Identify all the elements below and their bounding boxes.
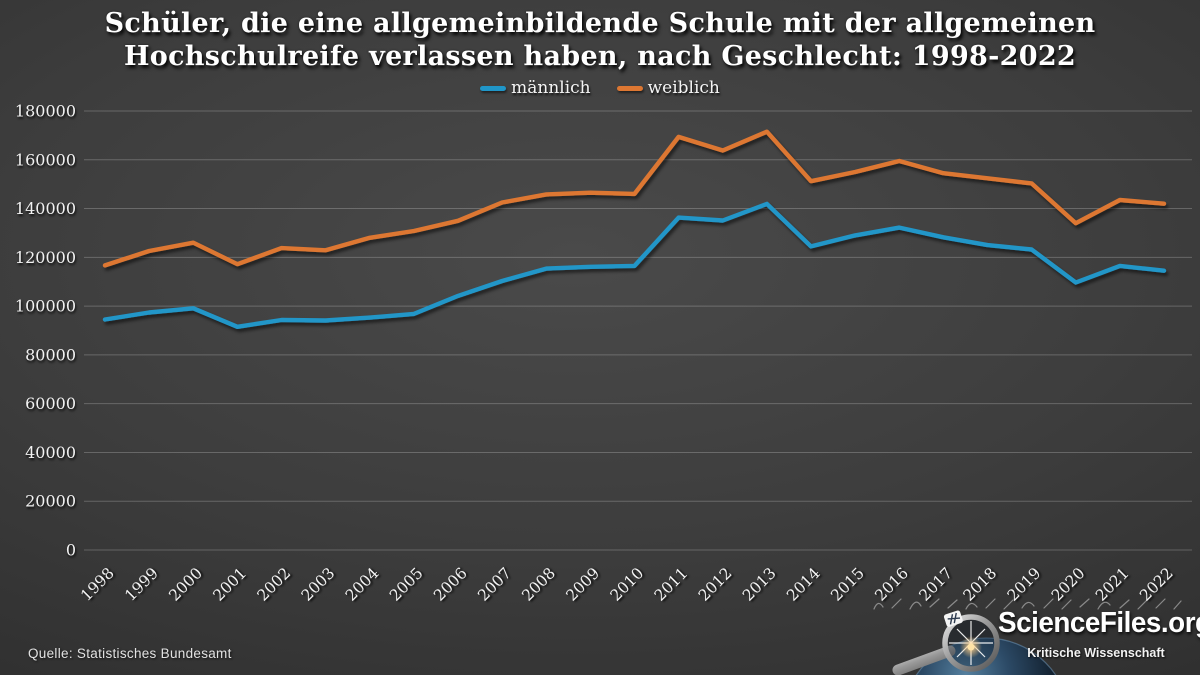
x-tick-label-2011: 2011 — [651, 564, 692, 605]
legend-swatch-maennlich — [480, 85, 507, 91]
sciencefiles-logo: ScienceFiles.org Kritische Wissenschaft — [868, 595, 1200, 675]
y-tick-label-100000: 100000 — [15, 297, 76, 316]
x-tick-label-1998: 1998 — [77, 564, 118, 605]
logo-scribble-decoration — [873, 598, 1182, 610]
gridlines-group — [84, 110, 1192, 551]
x-tick-label-2015: 2015 — [827, 564, 868, 605]
x-tick-label-2004: 2004 — [342, 564, 383, 605]
x-tick-label-2013: 2013 — [739, 564, 780, 605]
y-tick-label-60000: 60000 — [25, 394, 76, 413]
chart-legend: männlich weiblich — [0, 78, 1200, 98]
y-axis-labels-group: 0 20000 40000 60000 80000 100000 120000 140000 1… — [15, 102, 76, 560]
series-line-weiblich — [102, 129, 1167, 268]
x-tick-label-2005: 2005 — [386, 564, 427, 605]
x-tick-label-2002: 2002 — [254, 564, 295, 605]
x-tick-label-2000: 2000 — [165, 564, 206, 605]
logo-subtitle: Kritische Wissenschaft — [1027, 646, 1165, 660]
y-tick-label-40000: 40000 — [25, 443, 76, 462]
chart-title: Schüler, die eine allgemeinbildende Schu… — [0, 7, 1200, 73]
x-tick-label-2010: 2010 — [607, 564, 648, 605]
x-tick-label-2014: 2014 — [783, 564, 824, 605]
series-line-männlich — [102, 201, 1167, 329]
y-tick-label-20000: 20000 — [25, 492, 76, 511]
y-tick-label-80000: 80000 — [25, 345, 76, 364]
x-tick-label-2003: 2003 — [298, 564, 339, 605]
logo-title: ScienceFiles.org — [998, 607, 1200, 639]
starburst-core — [967, 643, 975, 651]
logo-badge-icon — [943, 610, 963, 627]
y-tick-label-180000: 180000 — [15, 102, 76, 121]
series-lines-group — [102, 129, 1167, 329]
source-caption: Quelle: Statistisches Bundesamt — [28, 646, 232, 661]
y-tick-label-0: 0 — [66, 541, 76, 560]
logo-graphic — [873, 598, 1182, 675]
x-tick-label-2012: 2012 — [695, 564, 736, 605]
chart-title-line2: Hochschulreife verlassen haben, nach Ges… — [123, 41, 1076, 72]
legend-label-maennlich: männlich — [511, 78, 591, 98]
x-tick-label-2001: 2001 — [210, 564, 251, 605]
y-tick-label-140000: 140000 — [15, 199, 76, 218]
legend-swatch-weiblich — [616, 85, 643, 91]
legend-item-weiblich: weiblich — [616, 78, 720, 98]
x-tick-label-2008: 2008 — [518, 564, 559, 605]
y-tick-label-160000: 160000 — [15, 150, 76, 169]
y-tick-label-120000: 120000 — [15, 248, 76, 267]
x-tick-label-2009: 2009 — [563, 564, 604, 605]
x-tick-label-2007: 2007 — [474, 564, 515, 605]
legend-label-weiblich: weiblich — [647, 78, 720, 98]
chart-title-line1: Schüler, die eine allgemeinbildende Schu… — [104, 8, 1096, 39]
magnifier-handle — [892, 645, 956, 675]
x-tick-label-1999: 1999 — [121, 564, 162, 605]
x-tick-label-2006: 2006 — [430, 564, 471, 605]
legend-item-maennlich: männlich — [480, 78, 591, 98]
